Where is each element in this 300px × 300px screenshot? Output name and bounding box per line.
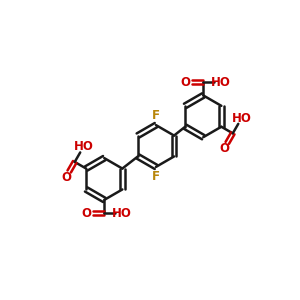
Text: O: O <box>61 171 71 184</box>
Text: HO: HO <box>74 140 94 153</box>
Text: O: O <box>219 142 229 155</box>
Text: O: O <box>82 207 92 220</box>
Text: HO: HO <box>211 76 231 89</box>
Text: HO: HO <box>232 112 251 124</box>
Text: O: O <box>181 76 191 89</box>
Text: F: F <box>152 170 160 183</box>
Text: F: F <box>152 109 160 122</box>
Text: HO: HO <box>112 207 132 220</box>
